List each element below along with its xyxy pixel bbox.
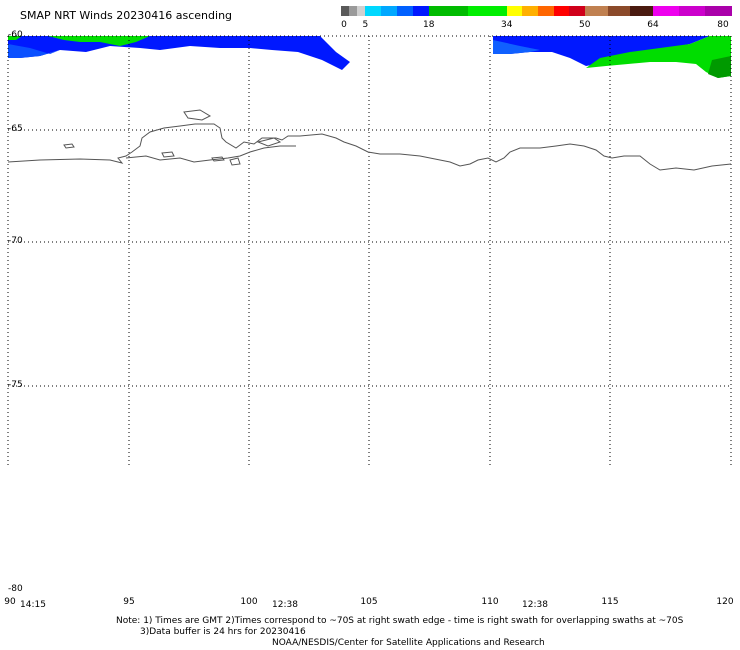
colorbar-label: 80 xyxy=(717,20,729,30)
colorbar-label: 18 xyxy=(423,20,435,30)
colorbar-swatch xyxy=(341,6,350,16)
wind-swath-right-green-dark xyxy=(708,56,731,78)
colorbar-swatch xyxy=(584,6,608,16)
wind-swath-left-blue-light xyxy=(8,44,60,58)
note-line-2: 3)Data buffer is 24 hrs for 20230416 xyxy=(140,627,306,637)
colorbar-swatch xyxy=(467,6,508,16)
colorbar-swatch xyxy=(357,6,366,16)
graticule xyxy=(7,35,732,466)
colorbar-label: 34 xyxy=(501,20,513,30)
colorbar-swatch xyxy=(506,6,523,16)
colorbar-swatch xyxy=(397,6,414,16)
map-title: SMAP NRT Winds 20230416 ascending xyxy=(20,9,233,22)
swath-time-middle: 12:38 xyxy=(272,600,298,610)
longitude-tick-label: 115 xyxy=(601,597,619,607)
colorbar-swatch xyxy=(428,6,469,16)
latitude-tick-label: -80 xyxy=(8,584,23,594)
longitude-tick-label: 95 xyxy=(123,597,135,607)
swath-time-left: 14:15 xyxy=(20,600,46,610)
colorbar-swatch xyxy=(607,6,631,16)
longitude-tick-label: 120 xyxy=(716,597,734,607)
note-line-1: Note: 1) Times are GMT 2)Times correspon… xyxy=(116,616,684,626)
longitude-tick-label: 90 xyxy=(4,597,16,607)
swath-time-right: 12:38 xyxy=(522,600,548,610)
colorbar-swatch xyxy=(537,6,555,16)
colorbar-swatch xyxy=(381,6,398,16)
wind-swath-right-blue-light xyxy=(493,40,540,54)
island-1 xyxy=(63,143,75,149)
latitude-tick-label: -75 xyxy=(8,380,23,390)
wind-swath-left-blue xyxy=(8,36,350,70)
island-5 xyxy=(229,157,241,166)
colorbar-swatch xyxy=(705,6,732,16)
credit-line: NOAA/NESDIS/Center for Satellite Applica… xyxy=(272,638,545,648)
island-4 xyxy=(256,137,282,147)
latitude-tick-label: -65 xyxy=(8,124,23,134)
colorbar-swatch xyxy=(365,6,382,16)
colorbar-swatch xyxy=(553,6,570,16)
coastline-main xyxy=(7,123,732,171)
wind-swaths xyxy=(8,36,731,78)
wind-speed-colorbar: 0 5 18 34 50 64 80 xyxy=(341,6,732,34)
colorbar-swatch xyxy=(653,6,680,16)
longitude-tick-label: 105 xyxy=(360,597,378,607)
island-6 xyxy=(211,156,225,162)
colorbar-swatch xyxy=(630,6,654,16)
island-3 xyxy=(183,109,212,121)
wind-swath-left-green xyxy=(48,36,150,46)
colorbar-swatch xyxy=(522,6,539,16)
colorbar-swatch xyxy=(679,6,706,16)
island-2 xyxy=(161,151,175,158)
latitude-tick-label: -60 xyxy=(8,30,23,40)
colorbar-swatch xyxy=(412,6,430,16)
colorbar-label: 50 xyxy=(579,20,591,30)
colorbar-swatch xyxy=(349,6,358,16)
colorbar-label: 64 xyxy=(647,20,659,30)
coastline-ice-shelf xyxy=(125,145,296,163)
latitude-tick-label: -70 xyxy=(8,236,23,246)
longitude-tick-label: 110 xyxy=(481,597,499,607)
antarctic-coastline xyxy=(7,109,732,171)
colorbar-label: 0 xyxy=(341,20,347,30)
wind-swath-right-green xyxy=(586,36,731,78)
wind-swath-left-green-small xyxy=(8,36,22,40)
colorbar-swatch xyxy=(569,6,586,16)
colorbar-label: 5 xyxy=(362,20,369,30)
wind-swath-right-blue xyxy=(493,36,710,66)
longitude-tick-label: 100 xyxy=(240,597,258,607)
